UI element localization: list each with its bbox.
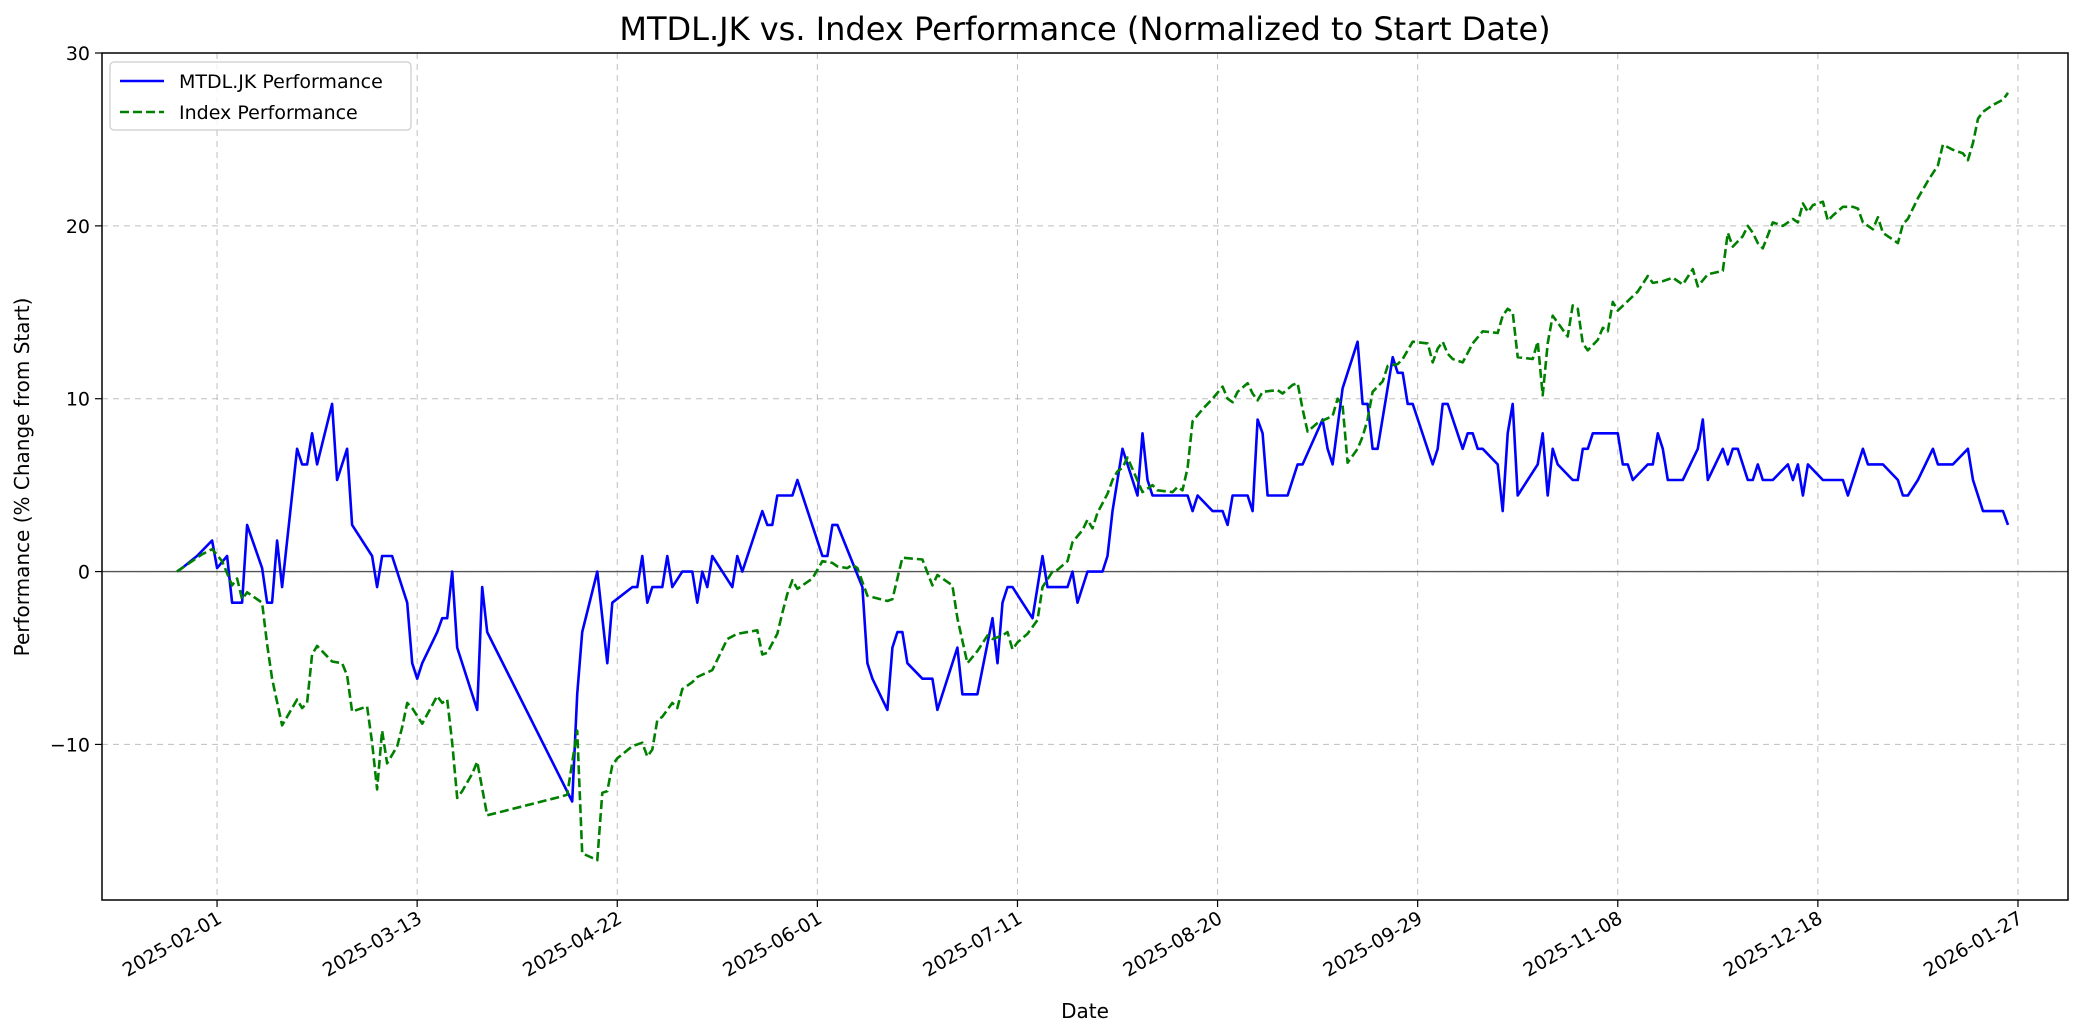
y-tick-label: 0 (78, 562, 90, 584)
series-line-mtdl (176, 340, 2010, 803)
y-tick-label: 30 (66, 43, 90, 65)
y-axis-label: Performance (% Change from Start) (10, 298, 34, 657)
legend-label-mtdl: MTDL.JK Performance (179, 71, 383, 93)
series-layer (176, 92, 2010, 862)
x-axis-label: Date (1061, 999, 1109, 1023)
legend: MTDL.JK Performance Index Performance (109, 61, 412, 131)
y-tick-label: −10 (50, 734, 90, 756)
legend-label-index: Index Performance (179, 102, 358, 124)
y-tick-label: 10 (66, 389, 90, 411)
y-tick-label: 20 (66, 216, 90, 238)
y-axis-ticks: −10 0 10 20 30 (50, 43, 102, 756)
chart-title: MTDL.JK vs. Index Performance (Normalize… (619, 10, 1550, 48)
plot-frame (101, 52, 2069, 901)
legend-box (109, 61, 412, 131)
series-line-index (176, 92, 2010, 862)
